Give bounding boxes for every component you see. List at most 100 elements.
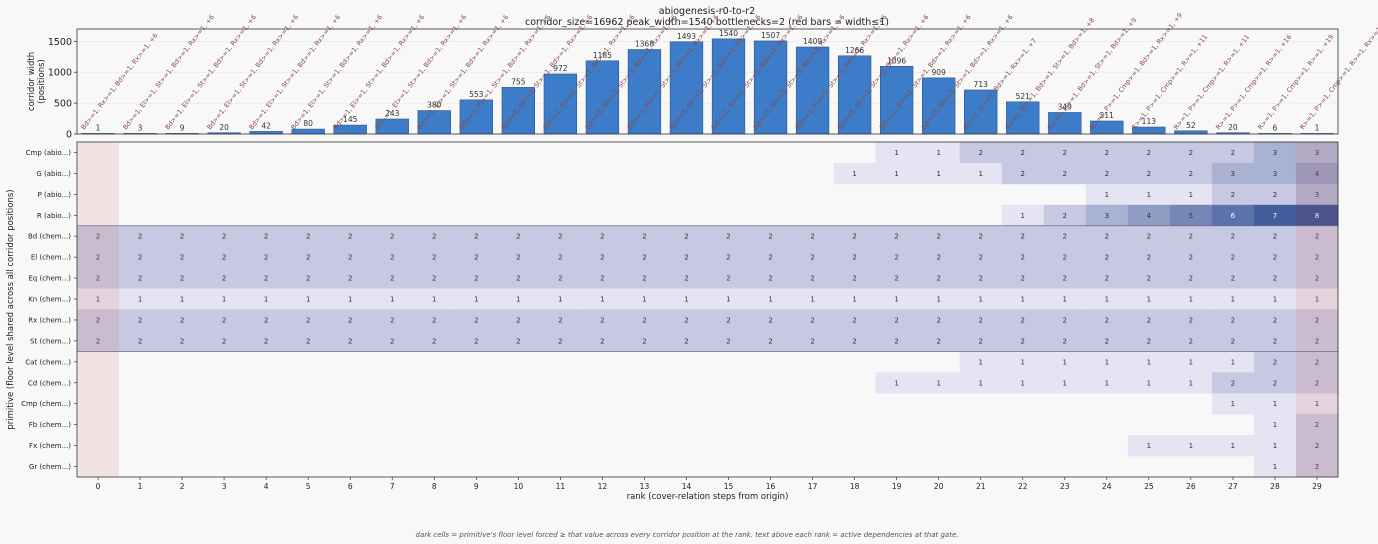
x-tick-label: 6 [348, 482, 353, 491]
heatmap-cell [1085, 288, 1129, 310]
heatmap-cell-value: 2 [852, 337, 856, 345]
heatmap-cell-value: 1 [810, 296, 814, 304]
footnote: dark cells = primitive's floor level for… [416, 531, 959, 539]
heatmap-cell [161, 288, 204, 310]
bar-value-label: 42 [261, 121, 271, 130]
heatmap-cell [1043, 267, 1087, 289]
heatmap-cell-value: 2 [558, 233, 562, 241]
heatmap-cell-value: 2 [1063, 254, 1067, 262]
heatmap-cell [245, 267, 288, 289]
heatmap-cell [1085, 225, 1129, 247]
x-tick-label: 5 [306, 482, 311, 491]
heatmap-cell [413, 225, 456, 247]
heatmap-cell [1001, 162, 1045, 185]
heatmap-cell-value: 2 [306, 254, 310, 262]
heatmap-cell [581, 288, 624, 310]
heatmap-cell [833, 288, 876, 310]
bar-value-label: 145 [343, 115, 358, 124]
bar-value-label: 113 [1142, 117, 1157, 126]
heatmap-cell [1169, 309, 1213, 331]
heatmap-cell [707, 309, 750, 331]
bar-value-label: 1540 [719, 29, 738, 38]
heatmap-cell [371, 267, 414, 289]
x-tick-label: 0 [96, 482, 101, 491]
heatmap-cell-value: 2 [390, 337, 394, 345]
heatmap-cell-value: 3 [1315, 191, 1319, 199]
corridor-width-bar-chart: 0 500 1000 1500 corridor width (positions) 1 3 9… [27, 11, 1378, 140]
heatmap-cell-value: 2 [894, 275, 898, 283]
heatmap-cell [1211, 393, 1255, 415]
heatmap-cell-value: 2 [1189, 170, 1193, 178]
heatmap-cell [1001, 267, 1045, 289]
bar [669, 41, 704, 135]
heatmap-cell-value: 2 [432, 254, 436, 262]
heatmap-cell-value: 2 [1231, 233, 1235, 241]
y-tick-label: 0 [66, 130, 72, 141]
heatmap-row-label: Cmp (abio...) [26, 149, 72, 157]
heatmap-cell [1211, 435, 1255, 457]
heatmap-cell-value: 2 [1147, 233, 1151, 241]
heatmap-cell [1295, 309, 1339, 331]
heatmap-cell [287, 246, 330, 268]
heatmap-cell-value: 2 [138, 337, 142, 345]
heatmap-cell [1211, 351, 1255, 373]
x-tick-label: 17 [808, 482, 818, 491]
heatmap-row-label: St (chem...) [30, 337, 71, 345]
heatmap-cell-value: 2 [936, 316, 940, 324]
heatmap-cell-value: 2 [936, 337, 940, 345]
heatmap-cell [665, 267, 708, 289]
bar-value-label: 1 [96, 123, 101, 132]
bottleneck-column-highlight [77, 142, 120, 477]
heatmap-cell [1085, 204, 1129, 227]
heatmap-cell-value: 2 [306, 337, 310, 345]
y-axis-label: (positions) [37, 59, 47, 104]
x-tick-label: 2 [180, 482, 185, 491]
heatmap-cell-value: 4 [1147, 212, 1152, 220]
heatmap-cell-value: 2 [978, 337, 982, 345]
heatmap-cell [413, 246, 456, 268]
heatmap-cell-value: 2 [978, 275, 982, 283]
heatmap-cell [1295, 435, 1339, 457]
heatmap-cell [1169, 330, 1213, 352]
bar-value-label: 1493 [677, 32, 696, 41]
y-tick-label: 500 [54, 99, 72, 110]
heatmap-cell-value: 2 [516, 316, 520, 324]
heatmap-cell-value: 6 [1231, 212, 1236, 220]
heatmap-cell-value: 2 [1105, 170, 1109, 178]
heatmap-row-label: R (abio...) [37, 212, 71, 220]
heatmap-cell [1253, 246, 1297, 268]
heatmap-cell-value: 2 [936, 233, 940, 241]
x-tick-label: 8 [432, 482, 437, 491]
heatmap-cell-value: 2 [180, 275, 184, 283]
heatmap-cell-value: 1 [1105, 379, 1109, 387]
bar [837, 55, 872, 135]
heatmap-cell [623, 309, 666, 331]
heatmap-cell [1211, 309, 1255, 331]
heatmap-cell-value: 2 [138, 233, 142, 241]
heatmap-cell [623, 225, 666, 247]
heatmap-cell [791, 225, 834, 247]
heatmap-cell [497, 309, 540, 331]
heatmap-cell [1169, 372, 1213, 394]
heatmap-cell-value: 2 [768, 337, 772, 345]
heatmap-cell [1043, 142, 1087, 164]
x-tick-label: 18 [850, 482, 860, 491]
heatmap-cell [833, 225, 876, 247]
heatmap-cell-value: 2 [516, 254, 520, 262]
heatmap-cell-value: 2 [726, 233, 730, 241]
heatmap-cell [1211, 162, 1255, 185]
heatmap-cell [1001, 330, 1045, 352]
bar-value-label: 52 [1186, 121, 1196, 130]
heatmap-cell-value: 1 [516, 296, 520, 304]
heatmap-cell-value: 1 [894, 149, 898, 157]
heatmap-cell [413, 267, 456, 289]
heatmap-cell-value: 1 [1189, 358, 1193, 366]
heatmap-cell-value: 2 [222, 233, 226, 241]
heatmap-cell [1211, 246, 1255, 268]
heatmap-cell [1253, 435, 1297, 457]
heatmap-cell-value: 2 [558, 316, 562, 324]
x-tick-label: 11 [556, 482, 566, 491]
heatmap-cell [1253, 142, 1297, 164]
heatmap-cell [1127, 288, 1171, 310]
bar-value-label: 380 [427, 101, 442, 110]
